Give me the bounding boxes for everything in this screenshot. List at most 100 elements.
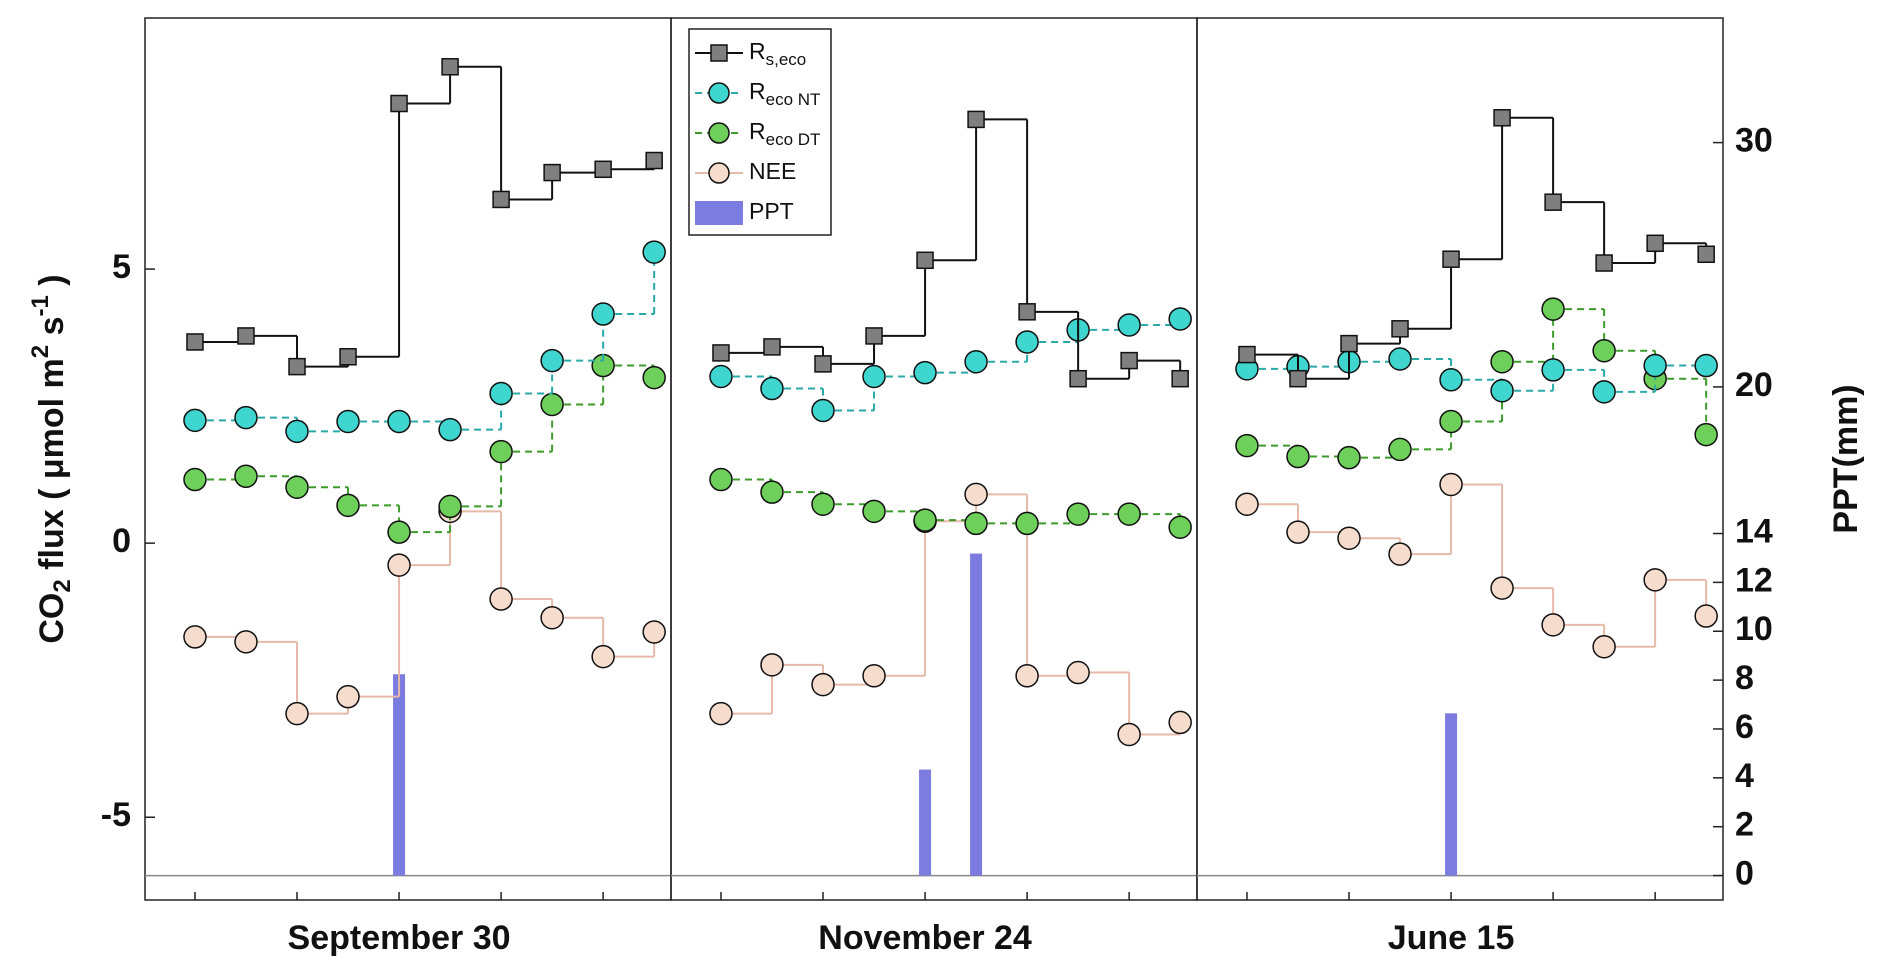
marker [186,333,204,351]
marker [642,240,666,264]
legend-name: NEE [749,158,796,184]
y-label-sup: 2 [27,345,54,358]
marker [1388,542,1412,566]
marker [1490,349,1514,374]
marker [285,701,309,726]
marker [760,376,784,401]
y-label-part: s [33,317,71,345]
legend-label: Reco NT [749,78,820,109]
y-label-part: flux ( μmol m [33,358,71,579]
marker [1388,347,1412,371]
bar [1445,713,1458,876]
marker [1490,379,1514,403]
marker [642,620,666,644]
marker [1490,576,1514,600]
series [709,467,1192,539]
marker [916,251,934,270]
marker [1018,303,1036,321]
marker [1235,492,1259,516]
bar [970,553,983,876]
marker [1541,613,1565,637]
y2-axis-label: PPT(mm) [1827,384,1865,533]
marker [1592,338,1616,363]
marker [234,630,258,654]
marker [709,467,733,492]
x-tick-label: September 30 [288,919,511,957]
panel-frame [1196,17,1724,901]
marker [1643,353,1667,378]
marker [862,664,886,688]
marker [387,553,411,577]
y2-tick-label: 12 [1735,561,1773,599]
marker [1015,664,1039,688]
legend-marker [708,82,730,104]
marker [441,58,459,76]
marker [591,644,615,669]
y-label-part: ) [33,274,71,295]
y2-tick-label: 30 [1735,122,1773,160]
legend-sub: eco NT [766,90,821,109]
marker [591,302,615,326]
marker [811,398,835,423]
y2-tick-label: 10 [1735,610,1773,648]
legend-label: Reco DT [749,118,820,149]
marker [964,482,988,507]
y2-tick-label: 0 [1735,855,1754,893]
marker [913,360,937,385]
y2-tick-label: 6 [1735,708,1754,746]
marker [1439,368,1463,392]
marker [760,480,784,504]
series [709,482,1192,747]
legend-sub: eco DT [766,130,821,149]
marker [760,653,784,677]
marker [811,492,835,516]
marker [336,493,360,518]
marker [1643,568,1667,592]
bar [919,769,932,876]
legend-name: PPT [749,198,794,224]
marker [709,364,733,389]
marker [865,327,883,345]
legend-swatch [695,201,743,225]
legend-name: R [749,38,766,64]
marker [489,587,513,611]
y-label-sub: 2 [49,579,76,592]
marker [964,511,988,536]
y-label-sup: -1 [27,295,54,316]
marker [1595,254,1613,272]
marker [1168,515,1192,539]
marker [913,508,937,532]
marker [285,419,309,444]
marker [489,381,513,406]
legend-name: R [749,118,766,144]
y-tick-label: 0 [112,522,131,560]
y2-tick-label: 14 [1735,513,1773,551]
marker [1391,320,1409,338]
marker [336,684,360,709]
marker [1066,502,1090,526]
marker [1439,409,1463,434]
marker [811,672,835,697]
series [1235,297,1718,470]
marker [594,160,612,179]
series [712,110,1189,388]
bar [393,674,406,876]
marker [1340,334,1358,353]
marker [967,110,985,129]
marker [1337,445,1361,470]
series [183,240,666,444]
marker [1439,472,1463,497]
marker [1015,330,1039,354]
legend-sub: s,eco [766,50,807,69]
marker [234,405,258,430]
series [183,353,666,544]
marker [763,338,781,356]
marker [1168,307,1192,331]
marker [489,439,513,464]
marker [1171,369,1189,388]
series [183,499,666,726]
marker [438,494,462,519]
marker [183,467,207,492]
marker [1015,511,1039,536]
marker [183,408,207,433]
